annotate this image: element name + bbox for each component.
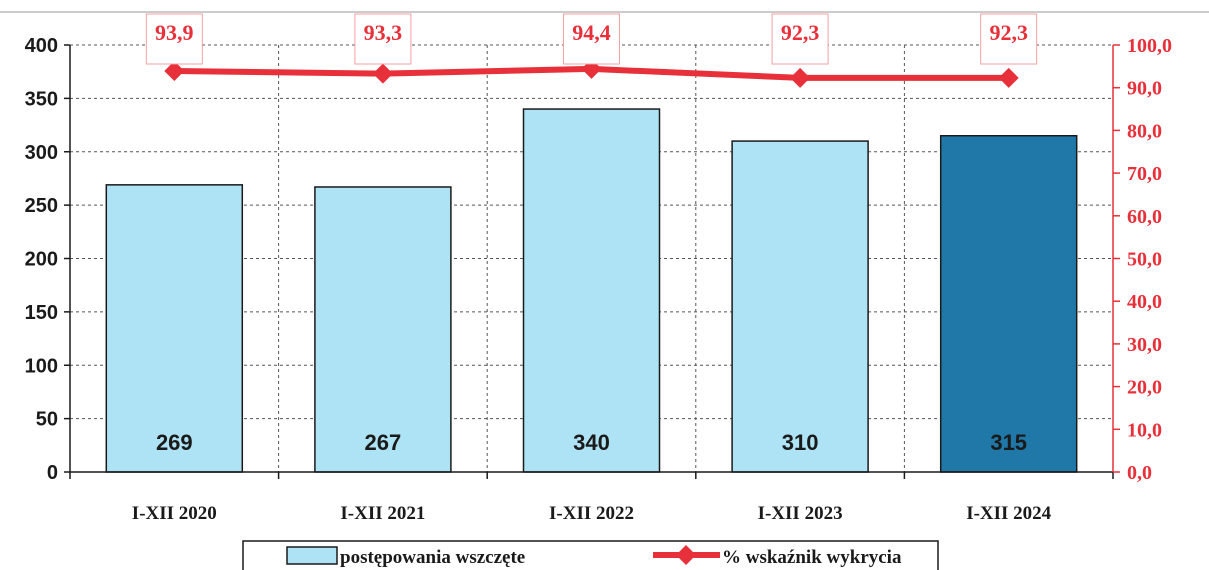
bar-value-label: 269 — [156, 430, 193, 455]
y-left-tick-label: 50 — [36, 409, 58, 431]
bar — [731, 140, 869, 473]
bars — [105, 108, 1078, 473]
legend: postępowania wszczęte % wskaźnik wykrycia — [242, 540, 939, 570]
y-left-tick-label: 400 — [25, 35, 58, 57]
legend-swatch-bars — [286, 546, 338, 565]
bar-value-label: 267 — [365, 430, 402, 455]
y-right-tick-label: 100,0 — [1127, 35, 1172, 57]
y-right-tick-label: 30,0 — [1127, 334, 1162, 356]
y-right-tick-label: 90,0 — [1127, 78, 1162, 100]
legend-swatch-marker — [676, 545, 696, 565]
y-left-tick-label: 200 — [25, 249, 58, 271]
y-right-tick-label: 10,0 — [1127, 419, 1162, 441]
bar-value-label: 315 — [990, 430, 1027, 455]
line-point-marker — [790, 67, 811, 88]
y-right-tick-label: 60,0 — [1127, 206, 1162, 228]
y-right-tick-label: 0,0 — [1127, 462, 1152, 484]
y-left-tick-label: 0 — [47, 462, 58, 484]
legend-label-bars: postępowania wszczęte — [340, 547, 525, 568]
x-tick-label: I-XII 2021 — [340, 503, 425, 524]
line-value-label: 94,4 — [572, 20, 611, 45]
line-value-label: 92,3 — [781, 20, 820, 45]
legend-box — [242, 540, 939, 570]
line-point-marker — [581, 58, 602, 79]
x-tick-label: I-XII 2023 — [758, 503, 843, 524]
line-value-box — [145, 13, 203, 65]
y-left-tick-label: 150 — [25, 302, 58, 324]
detection-rate-line — [164, 58, 1019, 88]
y-left-tick-label: 350 — [25, 88, 58, 110]
line-point-marker — [372, 63, 393, 84]
line-value-box — [354, 13, 412, 65]
bar — [522, 108, 661, 473]
y-right-tick-label: 20,0 — [1127, 377, 1162, 399]
line-value-label: 93,3 — [364, 20, 403, 45]
bar — [105, 184, 244, 473]
bar — [939, 134, 1078, 473]
axes: 0 50 100 150 200 250 300 350 400 I-XII 2020 I-XII … — [25, 35, 1172, 524]
bar-value-label: 310 — [782, 430, 819, 455]
y-left-tick-label: 300 — [25, 142, 58, 164]
y-left-tick-label: 250 — [25, 195, 58, 217]
y-right-tick-label: 80,0 — [1127, 120, 1162, 142]
line-value-label: 92,3 — [989, 20, 1028, 45]
x-tick-label: I-XII 2024 — [966, 503, 1051, 524]
y-right-tick-label: 50,0 — [1127, 249, 1162, 271]
line-value-box — [563, 13, 620, 65]
bar — [314, 186, 452, 473]
line-value-box — [980, 13, 1038, 65]
x-tick-label: I-XII 2022 — [549, 503, 634, 524]
bar-value-label: 340 — [573, 430, 610, 455]
legend-label-line: % wskaźnik wykrycia — [722, 547, 902, 568]
y-left-tick-label: 100 — [25, 355, 58, 377]
line-value-box — [771, 13, 829, 65]
line-value-label: 93,9 — [155, 20, 194, 45]
y-right-tick-label: 70,0 — [1127, 163, 1162, 185]
x-tick-label: I-XII 2020 — [132, 503, 217, 524]
data-labels: 269 267 340 310 315 93,9 93,3 94,4 92,3 92,3 — [145, 13, 1038, 455]
line-point-marker — [998, 67, 1019, 88]
y-right-tick-label: 40,0 — [1127, 291, 1162, 313]
line-point-marker — [164, 61, 185, 82]
